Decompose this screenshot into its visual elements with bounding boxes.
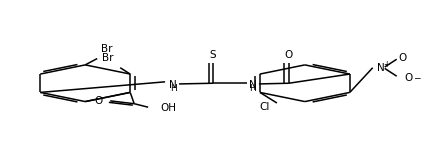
Text: Cl: Cl <box>260 102 270 112</box>
Text: −: − <box>413 73 420 82</box>
Text: Br: Br <box>102 44 113 54</box>
Text: O: O <box>94 96 102 106</box>
Text: H: H <box>170 84 176 93</box>
Text: O: O <box>405 73 413 83</box>
Text: H: H <box>250 84 256 93</box>
Text: N: N <box>377 63 385 73</box>
Text: S: S <box>210 50 216 60</box>
Text: O: O <box>285 50 293 60</box>
Text: OH: OH <box>160 103 176 113</box>
Text: Br: Br <box>103 53 114 64</box>
Text: N: N <box>169 80 177 90</box>
Text: N: N <box>249 80 257 90</box>
Text: +: + <box>384 60 390 69</box>
Text: O: O <box>399 53 407 63</box>
